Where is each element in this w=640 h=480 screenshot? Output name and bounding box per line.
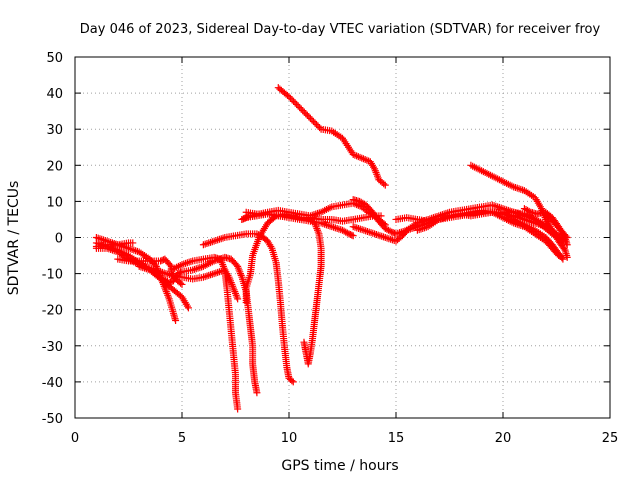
data-point-marker	[353, 152, 361, 160]
data-point-marker	[291, 99, 299, 107]
data-point-marker	[172, 317, 180, 325]
grid-lines	[75, 57, 610, 418]
data-point-marker	[559, 255, 567, 263]
data-point-marker	[380, 180, 388, 188]
data-point-marker	[314, 122, 322, 130]
x-tick-label: 0	[71, 431, 79, 446]
data-point-marker	[316, 124, 324, 132]
data-point-marker	[308, 116, 316, 124]
data-point-marker	[178, 280, 186, 288]
data-point-marker	[354, 153, 362, 161]
data-point-marker	[299, 107, 307, 115]
y-tick-label: -50	[42, 412, 63, 427]
y-tick-label: 40	[46, 87, 63, 102]
data-point-marker	[302, 110, 310, 118]
y-tick-label: 20	[46, 159, 63, 174]
y-axis-title: SDTVAR / TECUs	[6, 181, 22, 296]
series-track-12	[274, 84, 389, 189]
data-point-marker	[359, 155, 367, 163]
y-tick-label: 50	[46, 51, 63, 66]
data-point-marker	[288, 377, 296, 385]
series-track-13	[242, 208, 385, 225]
data-point-marker	[363, 156, 371, 164]
data-point-marker	[349, 232, 357, 240]
axis-tick-labels: 0 5 10 15 20 25 -50 -40 -30 -20 -10 0 10 20 30 40 50	[42, 51, 619, 446]
data-point-marker	[356, 153, 364, 161]
data-point-marker	[351, 151, 359, 159]
data-point-marker	[290, 97, 298, 105]
series-track-7	[167, 253, 242, 413]
data-point-marker	[361, 156, 369, 164]
axis-ticks	[74, 56, 611, 419]
data-point-marker	[563, 241, 571, 249]
data-point-marker	[306, 114, 314, 122]
data-point-marker	[288, 96, 296, 104]
x-tick-label: 20	[495, 431, 512, 446]
data-point-marker	[241, 214, 249, 222]
data-point-marker	[293, 100, 301, 108]
data-point-marker	[234, 295, 242, 303]
data-point-marker	[296, 104, 304, 112]
data-point-marker	[297, 105, 305, 113]
data-point-marker	[177, 268, 185, 276]
x-tick-label: 5	[178, 431, 186, 446]
x-axis-title: GPS time / hours	[281, 458, 398, 474]
x-tick-label: 25	[602, 431, 619, 446]
y-tick-label: -40	[42, 376, 63, 391]
data-point-marker	[386, 227, 394, 235]
series-track-6	[135, 253, 261, 397]
data-point-marker	[184, 304, 192, 312]
data-point-marker	[253, 389, 261, 397]
data-point-marker	[555, 252, 563, 260]
data-point-marker	[289, 378, 297, 386]
series-track-21	[542, 208, 571, 249]
data-points	[92, 84, 571, 413]
data-point-marker	[309, 117, 317, 125]
x-tick-label: 15	[388, 431, 405, 446]
y-tick-label: 10	[46, 195, 63, 210]
data-point-marker	[129, 239, 137, 247]
y-tick-label: 30	[46, 123, 63, 138]
data-point-marker	[553, 250, 561, 258]
data-point-marker	[285, 93, 293, 101]
data-point-marker	[287, 94, 295, 102]
y-tick-label: -10	[42, 268, 63, 283]
data-point-marker	[300, 108, 308, 116]
data-point-marker	[177, 279, 185, 287]
x-tick-label: 10	[281, 431, 298, 446]
data-point-marker	[358, 154, 366, 162]
data-point-marker	[381, 181, 389, 189]
data-point-marker	[303, 111, 311, 119]
data-point-marker	[348, 231, 356, 239]
series-track-8	[199, 230, 297, 386]
data-point-marker	[313, 121, 321, 129]
data-point-marker	[349, 150, 357, 158]
data-point-marker	[294, 102, 302, 110]
data-point-marker	[300, 338, 308, 346]
data-point-marker	[311, 119, 319, 127]
data-point-marker	[343, 229, 351, 237]
data-point-marker	[560, 245, 568, 253]
y-tick-label: -30	[42, 340, 63, 355]
data-point-marker	[166, 261, 174, 269]
data-point-marker	[525, 207, 533, 215]
series-track-19	[488, 208, 569, 245]
data-point-marker	[305, 113, 313, 121]
data-point-marker	[377, 212, 385, 220]
chart-title: Day 046 of 2023, Sidereal Day-to-day VTE…	[80, 22, 601, 37]
y-tick-label: -20	[42, 304, 63, 319]
data-point-marker	[563, 253, 571, 261]
y-tick-label: 0	[55, 232, 63, 247]
series-track-9	[242, 210, 325, 368]
data-point-marker	[234, 405, 242, 413]
